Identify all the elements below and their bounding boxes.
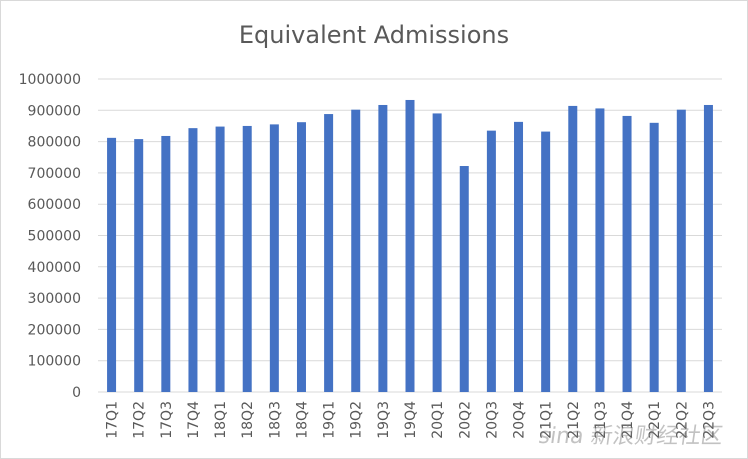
x-tick-label: 17Q4 <box>186 401 202 439</box>
x-tick-label: 18Q1 <box>213 401 229 439</box>
bar-20Q1 <box>432 113 442 393</box>
bar-17Q1 <box>107 137 117 392</box>
bar-17Q4 <box>188 128 198 392</box>
x-tick-label: 22Q3 <box>701 401 717 439</box>
x-tick-label: 19Q4 <box>403 401 419 439</box>
bar-17Q3 <box>161 135 171 392</box>
chart-title: Equivalent Admissions <box>238 21 510 49</box>
y-tick-label: 200000 <box>28 322 81 338</box>
bar-22Q1 <box>649 122 659 392</box>
x-tick-label: 21Q2 <box>566 401 582 439</box>
bar-18Q4 <box>296 122 306 392</box>
x-tick-label: 18Q4 <box>294 401 310 439</box>
x-tick-label: 18Q2 <box>240 401 256 439</box>
x-tick-label: 20Q2 <box>457 401 473 439</box>
bar-17Q2 <box>134 139 144 392</box>
bar-21Q1 <box>541 131 551 393</box>
y-tick-label: 600000 <box>28 197 81 213</box>
y-tick-label: 500000 <box>28 229 81 245</box>
bar-20Q4 <box>514 121 524 393</box>
bar-18Q1 <box>215 126 225 393</box>
x-tick-label: 21Q4 <box>620 401 636 439</box>
bar-19Q1 <box>324 114 334 392</box>
bar-20Q3 <box>486 130 496 392</box>
bar-22Q3 <box>703 104 713 392</box>
y-tick-label: 1000000 <box>19 72 81 88</box>
x-tick-label: 22Q2 <box>674 401 690 439</box>
y-tick-label: 800000 <box>28 135 81 151</box>
y-tick-label: 900000 <box>28 103 81 119</box>
bar-19Q4 <box>405 99 415 392</box>
y-tick-label: 300000 <box>28 291 81 307</box>
x-tick-label: 19Q2 <box>349 401 365 439</box>
watermark: sina 新浪财经社区 <box>536 424 725 449</box>
bar-18Q2 <box>242 125 252 392</box>
x-tick-label: 20Q3 <box>484 401 500 439</box>
x-tick-label: 17Q3 <box>159 401 175 439</box>
bar-21Q3 <box>595 108 605 392</box>
y-tick-label: 400000 <box>28 260 81 276</box>
bar-20Q2 <box>459 166 469 392</box>
x-tick-label: 18Q3 <box>267 401 283 439</box>
x-tick-label: 17Q1 <box>105 401 121 439</box>
bar-22Q2 <box>676 109 686 392</box>
bar-21Q2 <box>568 105 578 392</box>
x-tick-label: 20Q4 <box>512 401 528 439</box>
bar-18Q3 <box>269 124 279 392</box>
x-tick-label: 19Q3 <box>376 401 392 439</box>
bar-19Q2 <box>351 109 361 392</box>
y-tick-label: 0 <box>72 385 81 401</box>
x-tick-label: 21Q1 <box>539 401 555 439</box>
bar-19Q3 <box>378 104 388 392</box>
x-tick-label: 20Q1 <box>430 401 446 439</box>
bar-21Q4 <box>622 115 632 393</box>
y-tick-label: 700000 <box>28 166 81 182</box>
y-tick-label: 100000 <box>28 354 81 370</box>
x-tick-label: 17Q2 <box>132 401 148 439</box>
x-tick-label: 21Q3 <box>593 401 609 439</box>
x-tick-label: 19Q1 <box>322 401 338 439</box>
x-tick-label: 22Q1 <box>647 401 663 439</box>
